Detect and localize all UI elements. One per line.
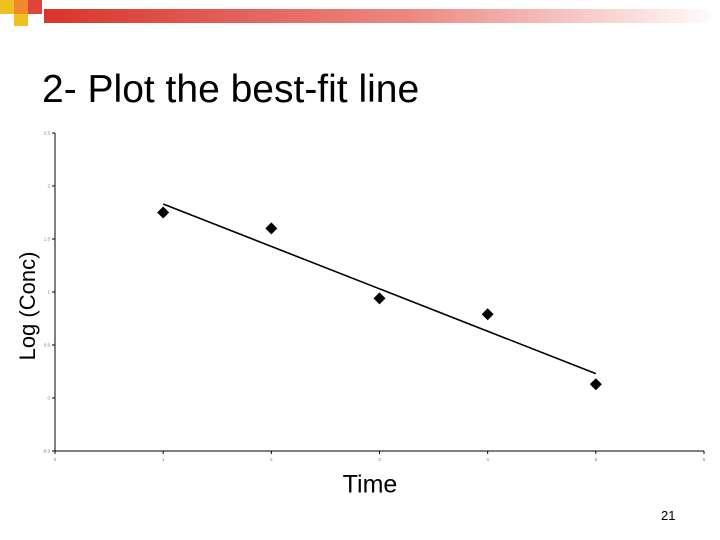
- data-point-marker: [265, 222, 278, 235]
- data-points-group: [157, 206, 602, 391]
- y-tick-label: 1: [47, 290, 50, 295]
- accent-square-yellow: [0, 0, 14, 14]
- accent-square-yellow-2: [14, 14, 28, 28]
- chart-axes: [54, 133, 704, 452]
- data-point-marker: [373, 292, 386, 305]
- y-tick-label: 0.5: [44, 343, 51, 348]
- chart-ticks: -0.5 0 0.5 1 1.5 2 2.5 0 1 2 3 4 5 6: [42, 131, 706, 463]
- page-number: 21: [661, 508, 676, 523]
- y-tick-label: 1.5: [44, 237, 51, 242]
- accent-square-orange: [14, 0, 28, 14]
- data-point-marker: [589, 378, 602, 391]
- y-tick-label: 2.5: [44, 131, 51, 136]
- x-tick-label: 0: [54, 457, 57, 462]
- slide-title: 2- Plot the best-fit line: [42, 68, 420, 111]
- x-axis-title: Time: [342, 470, 398, 499]
- x-tick-label: 1: [162, 457, 165, 462]
- y-axis-title: Log (Conc): [15, 251, 40, 361]
- y-tick-label: 0: [47, 396, 50, 401]
- y-tick-label: 2: [47, 184, 50, 189]
- data-point-marker: [481, 308, 494, 321]
- best-fit-line: [162, 203, 597, 375]
- fit-line-group: [162, 203, 597, 375]
- x-tick-label: 3: [378, 457, 381, 462]
- x-tick-label: 5: [595, 457, 598, 462]
- header-gradient-bar: [44, 9, 720, 23]
- x-tick-label: 6: [703, 457, 706, 462]
- header-accent-graphic: [0, 0, 720, 28]
- data-point-marker: [157, 206, 170, 219]
- header-accent-band: [0, 0, 720, 28]
- x-tick-label: 2: [270, 457, 273, 462]
- x-tick-label: 4: [486, 457, 489, 462]
- y-tick-label: -0.5: [42, 449, 50, 454]
- accent-square-red: [28, 0, 42, 14]
